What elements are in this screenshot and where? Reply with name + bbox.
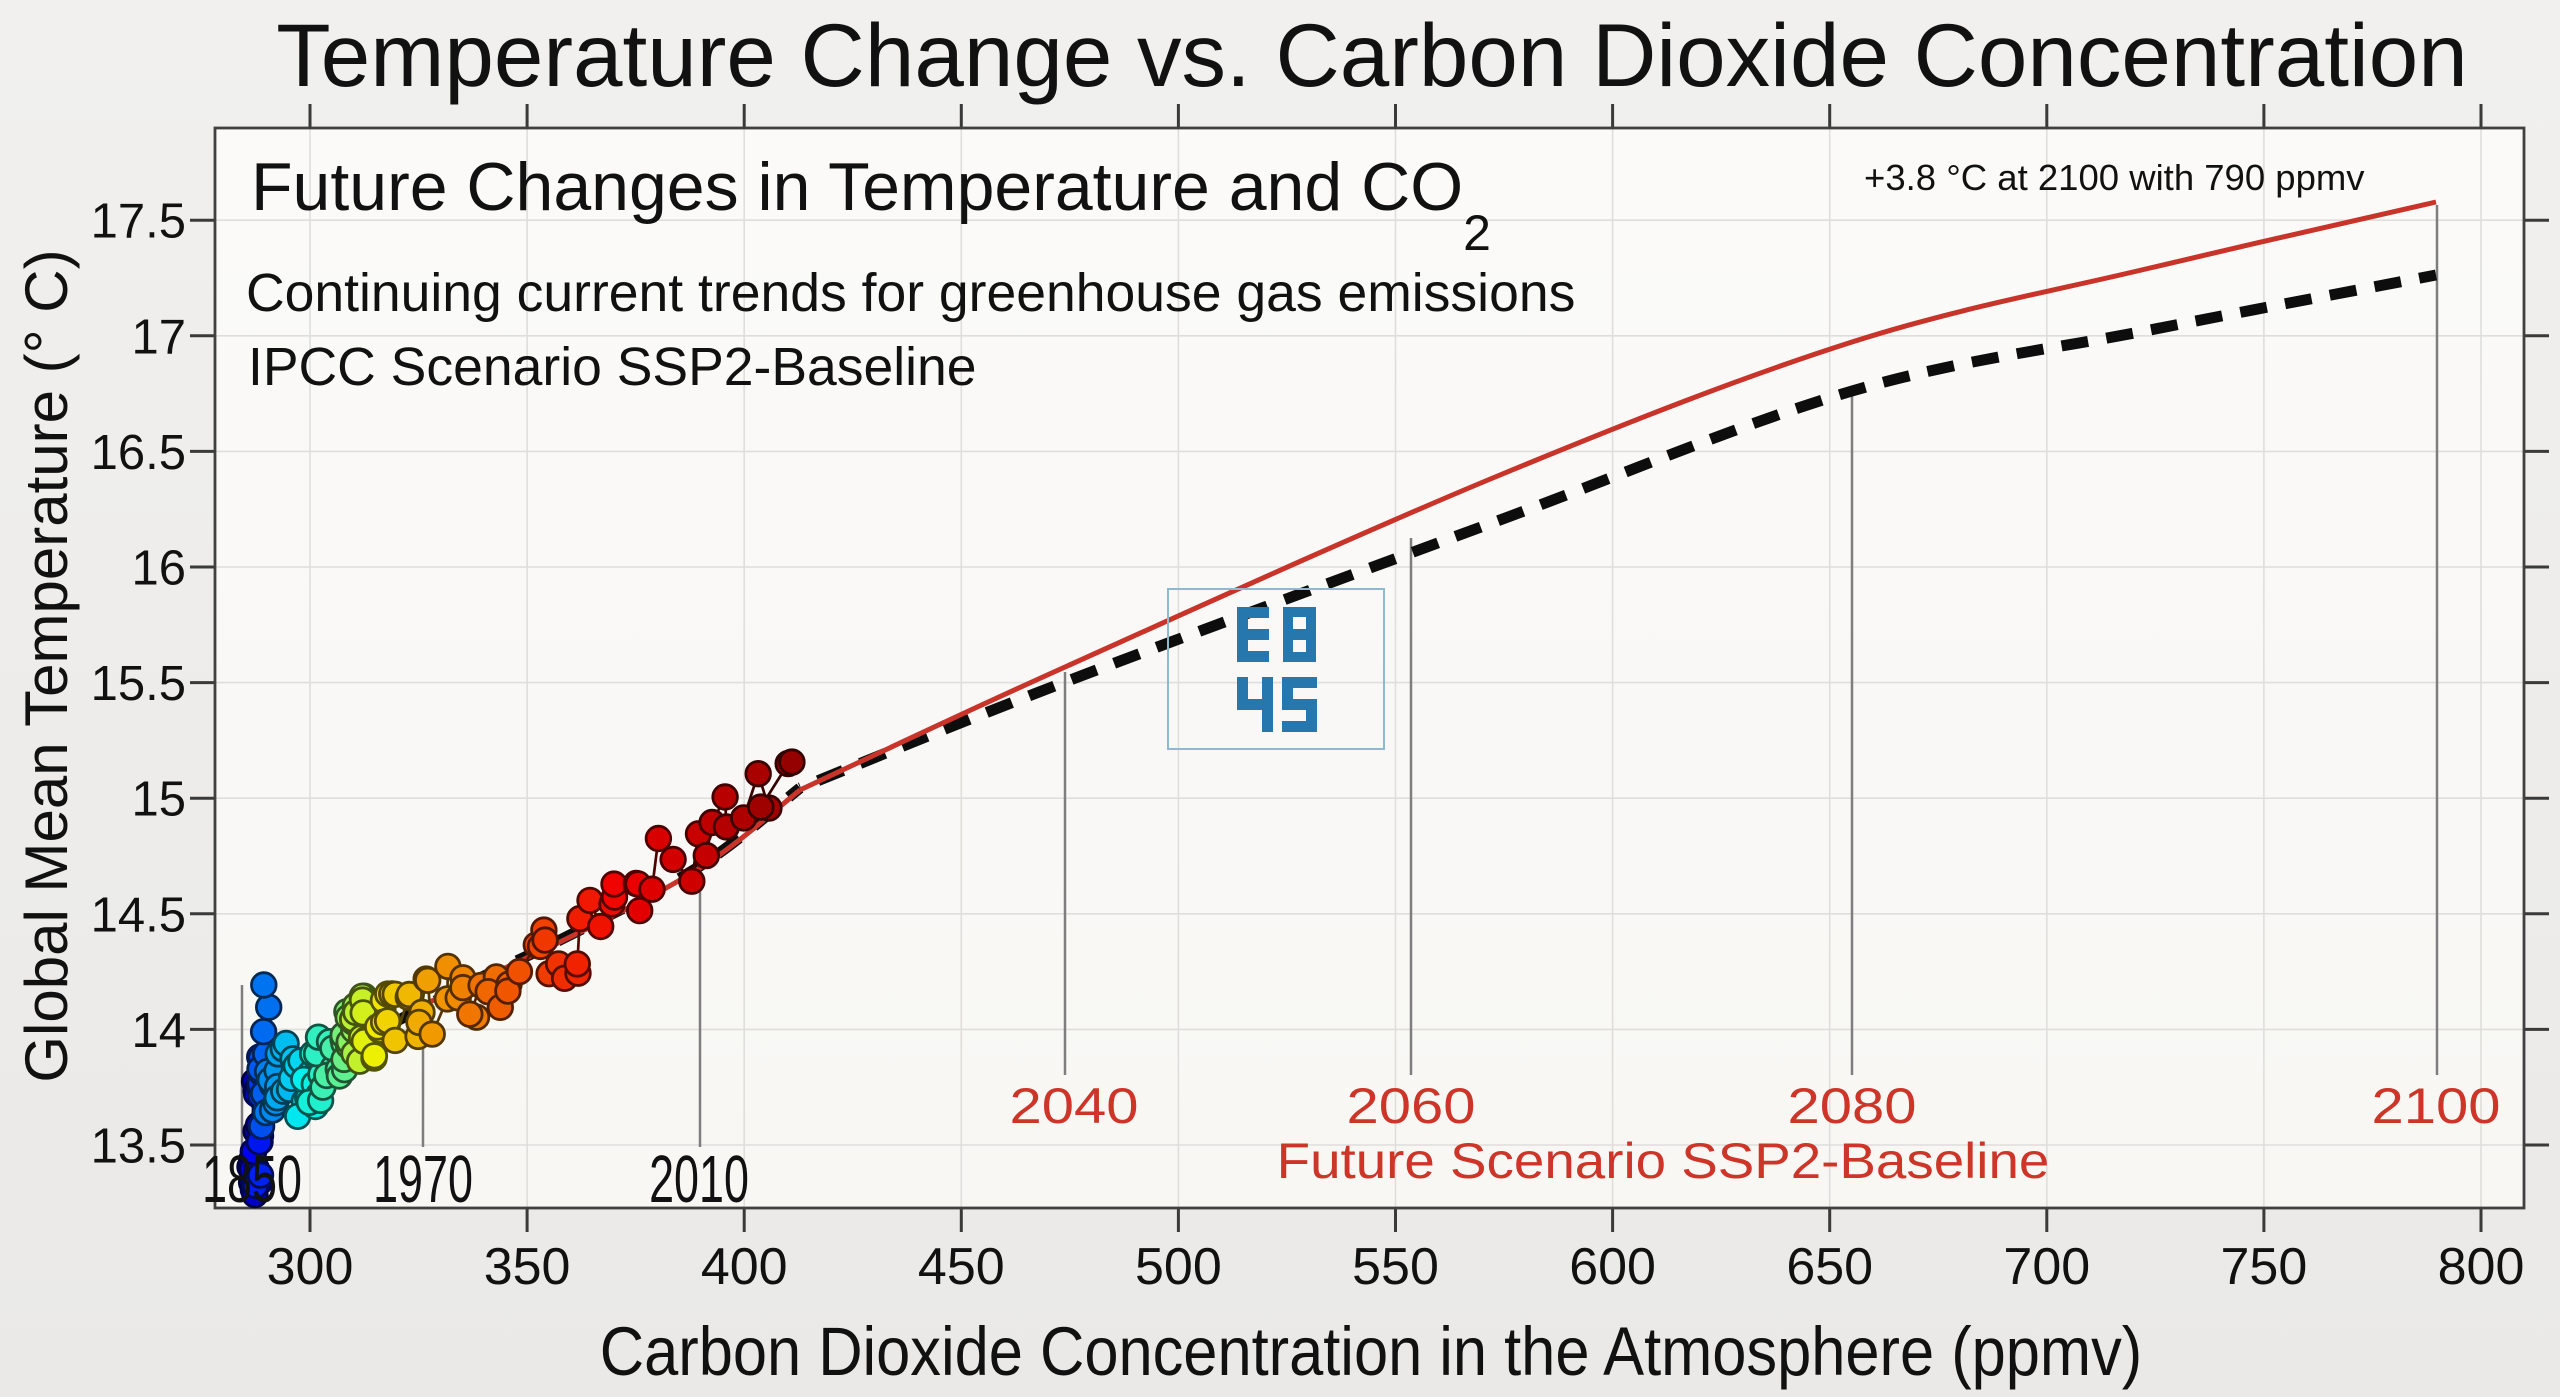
svg-text:17: 17 bbox=[131, 310, 186, 364]
svg-text:14: 14 bbox=[131, 1004, 186, 1058]
svg-text:16.5: 16.5 bbox=[91, 426, 186, 480]
svg-text:14.5: 14.5 bbox=[91, 888, 186, 942]
svg-text:2080: 2080 bbox=[1788, 1079, 1917, 1134]
svg-text:Future Scenario SSP2-Baseline: Future Scenario SSP2-Baseline bbox=[1277, 1134, 2050, 1189]
svg-text:Continuing current trends for: Continuing current trends for greenhouse… bbox=[246, 264, 1575, 323]
svg-text:550: 550 bbox=[1352, 1238, 1439, 1296]
svg-text:2010: 2010 bbox=[649, 1142, 749, 1217]
svg-text:500: 500 bbox=[1135, 1238, 1222, 1296]
svg-text:2100: 2100 bbox=[2372, 1079, 2501, 1134]
svg-text:IPCC Scenario SSP2-Baseline: IPCC Scenario SSP2-Baseline bbox=[248, 338, 977, 397]
svg-text:13.5: 13.5 bbox=[91, 1120, 186, 1174]
svg-text:1850: 1850 bbox=[202, 1142, 302, 1217]
svg-text:400: 400 bbox=[701, 1238, 788, 1296]
svg-text:750: 750 bbox=[2221, 1238, 2308, 1296]
svg-text:Carbon Dioxide Concentration i: Carbon Dioxide Concentration in the Atmo… bbox=[600, 1313, 2142, 1390]
svg-text:17.5: 17.5 bbox=[91, 195, 186, 249]
svg-text:700: 700 bbox=[2003, 1238, 2090, 1296]
svg-text:450: 450 bbox=[918, 1238, 1005, 1296]
svg-text:600: 600 bbox=[1569, 1238, 1656, 1296]
svg-text:650: 650 bbox=[1786, 1238, 1873, 1296]
svg-text:2060: 2060 bbox=[1347, 1079, 1476, 1134]
svg-text:Global Mean Temperature (° C): Global Mean Temperature (° C) bbox=[13, 249, 80, 1082]
svg-text:300: 300 bbox=[267, 1238, 354, 1296]
svg-text:1970: 1970 bbox=[373, 1142, 473, 1217]
svg-text:Temperature Change vs. Carbon: Temperature Change vs. Carbon Dioxide Co… bbox=[276, 5, 2468, 105]
svg-text:2040: 2040 bbox=[1010, 1079, 1139, 1134]
svg-text:800: 800 bbox=[2438, 1238, 2525, 1296]
svg-text:350: 350 bbox=[484, 1238, 571, 1296]
svg-text:+3.8 °C at 2100 with 790 ppmv: +3.8 °C at 2100 with 790 ppmv bbox=[1864, 157, 2365, 198]
svg-text:15: 15 bbox=[131, 773, 186, 827]
svg-text:15.5: 15.5 bbox=[91, 657, 186, 711]
svg-text:16: 16 bbox=[131, 542, 186, 596]
